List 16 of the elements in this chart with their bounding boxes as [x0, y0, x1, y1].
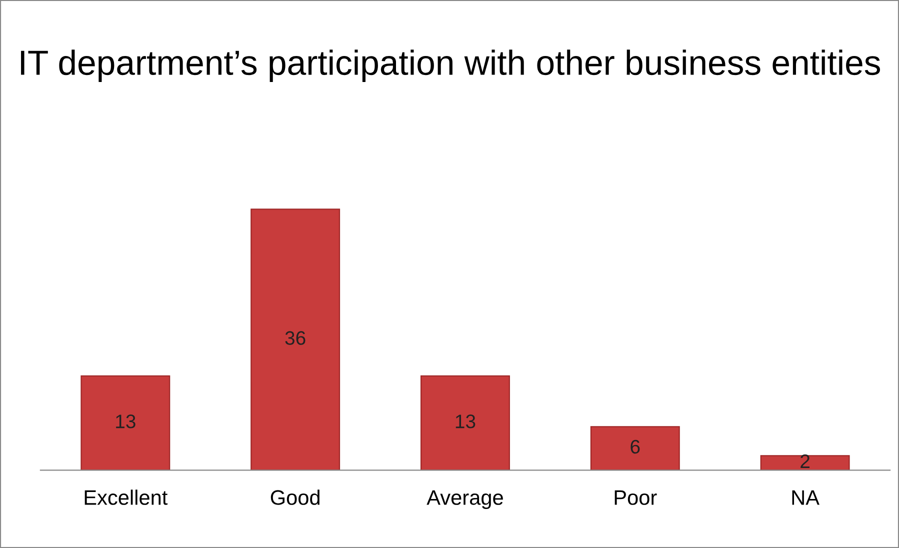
- bar: [760, 455, 850, 470]
- data-label: 2: [800, 454, 810, 468]
- x-tick-label: NA: [792, 490, 820, 505]
- data-label: 13: [456, 414, 476, 428]
- data-label: 36: [285, 331, 306, 345]
- bar: [80, 375, 170, 470]
- x-tick-label: Good: [270, 490, 320, 505]
- chart-title: IT department’s participation with other business entities: [21, 50, 880, 82]
- x-tick-label: Excellent: [84, 490, 168, 505]
- data-label: 13: [116, 414, 136, 428]
- bar: [250, 208, 340, 470]
- data-label: 6: [630, 440, 640, 454]
- bar: [590, 426, 680, 470]
- bar: [420, 375, 510, 470]
- x-tick-label: Average: [426, 490, 503, 510]
- x-tick-label: Poor: [614, 490, 657, 505]
